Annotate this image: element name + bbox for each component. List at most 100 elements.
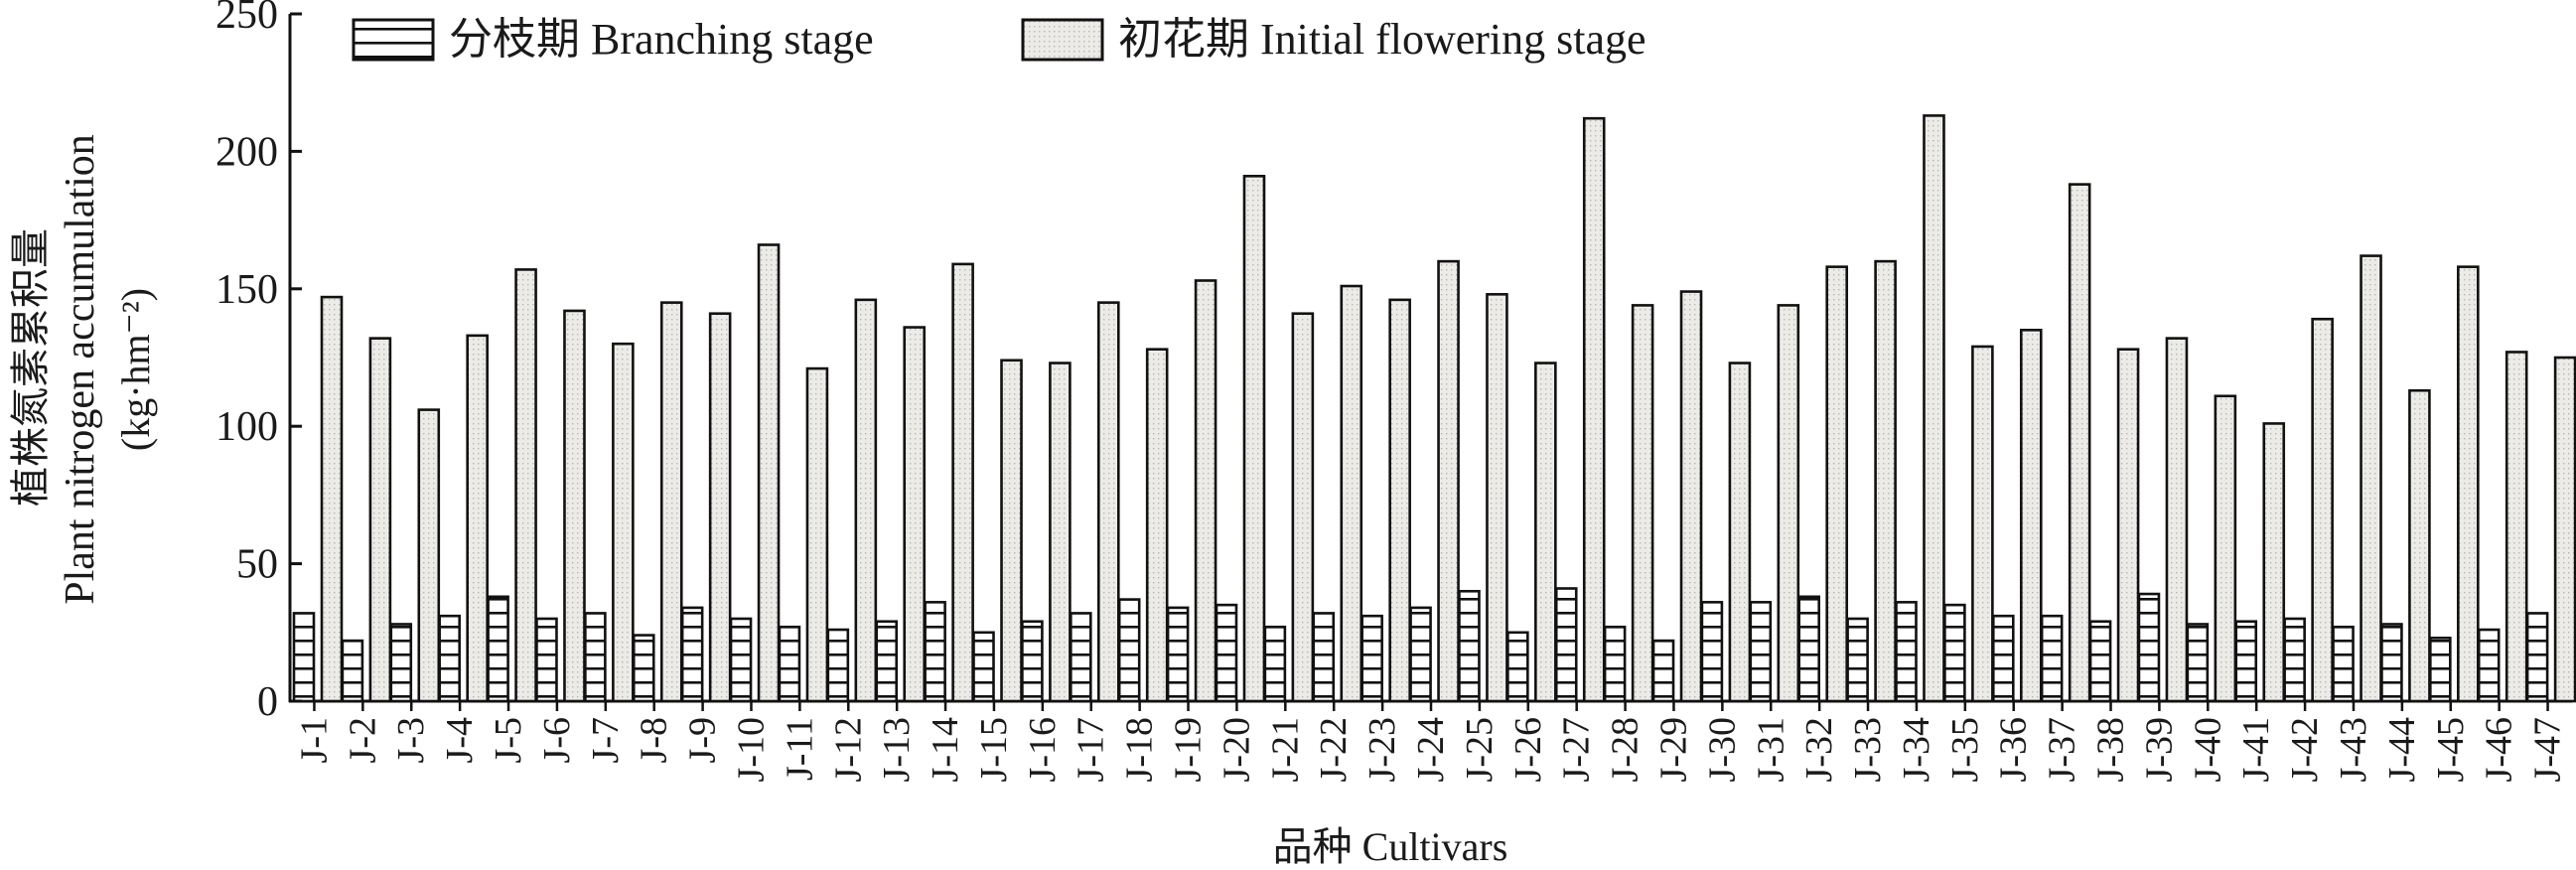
x-tick-label: J-36 [1993, 717, 2035, 782]
bar-initial-flowering-stage [2360, 254, 2382, 703]
bar-branching-stage [1943, 603, 1966, 703]
bar-branching-stage [632, 634, 655, 703]
bar-branching-stage [1409, 606, 1432, 703]
bar-branching-stage [2040, 614, 2064, 703]
bar-branching-stage [1312, 612, 1336, 703]
bar-initial-flowering-stage [417, 408, 441, 703]
bar-branching-stage [2234, 620, 2258, 703]
bar-initial-flowering-stage [1194, 279, 1217, 703]
x-tick-label: J-22 [1313, 717, 1355, 782]
bar-initial-flowering-stage [2457, 265, 2480, 703]
x-tick-label: J-11 [779, 717, 820, 781]
bar-branching-stage [2283, 617, 2306, 703]
x-tick-label: J-5 [488, 717, 529, 763]
bar-initial-flowering-stage [368, 337, 392, 703]
x-tick-label: J-46 [2479, 717, 2520, 782]
bar-initial-flowering-stage [1096, 301, 1120, 703]
x-tick-label: J-37 [2042, 717, 2083, 782]
bar-branching-stage [2477, 628, 2501, 703]
bar-initial-flowering-stage [2165, 337, 2189, 703]
x-tick-label: J-38 [2090, 717, 2132, 782]
x-axis-title: 品种 Cultivars [1273, 824, 1508, 869]
x-tick-label: J-9 [682, 717, 724, 763]
y-tick-label: 200 [215, 129, 278, 175]
legend: 分枝期 Branching stage 初花期 Initial flowering… [352, 15, 1646, 64]
x-tick-label: J-7 [585, 717, 627, 763]
x-tick-label: J-16 [1022, 717, 1064, 782]
y-axis-title-en: Plant nitrogen accumulation [58, 134, 103, 605]
x-tick-labels: J-1 J-2 J-3 J-4 J-5 J-6 J-7 J-8 J-9 J-10 J-11 J-12 J… [293, 701, 2569, 782]
bar-branching-stage [1360, 614, 1383, 703]
bar-branching-stage [875, 620, 899, 703]
x-tick-label: J-15 [973, 717, 1015, 782]
x-tick-label: J-44 [2381, 717, 2423, 782]
bar-initial-flowering-stage [903, 326, 927, 703]
x-tick-label: J-45 [2430, 717, 2472, 782]
bar-branching-stage [2137, 592, 2161, 703]
bar-branching-stage [389, 623, 413, 703]
bar-initial-flowering-stage [854, 298, 878, 703]
y-tick-label: 150 [215, 267, 278, 313]
bar-branching-stage [1215, 603, 1238, 703]
bar-branching-stage [341, 639, 364, 703]
bar-branching-stage [2429, 637, 2452, 703]
y-tick-label: 0 [257, 679, 278, 725]
bars [292, 114, 2576, 703]
bar-initial-flowering-stage [1486, 293, 1508, 703]
bar-initial-flowering-stage [563, 309, 586, 703]
bar-initial-flowering-stage [514, 268, 537, 703]
y-tick-label: 250 [215, 0, 278, 38]
bar-branching-stage [535, 617, 558, 703]
bar-branching-stage [1021, 620, 1044, 703]
bar-initial-flowering-stage [951, 262, 974, 703]
bar-branching-stage [1749, 601, 1773, 703]
bar-branching-stage [1797, 595, 1821, 703]
x-tick-label: J-4 [439, 717, 481, 763]
bar-initial-flowering-stage [2214, 394, 2237, 703]
bar-branching-stage [1603, 625, 1627, 703]
bar-initial-flowering-stage [612, 342, 635, 703]
bar-branching-stage [680, 606, 704, 703]
x-tick-label: J-35 [1944, 717, 1986, 782]
bar-initial-flowering-stage [805, 366, 829, 703]
bar-branching-stage [924, 601, 946, 703]
bar-initial-flowering-stage [2019, 329, 2043, 703]
bar-initial-flowering-stage [1534, 362, 1557, 703]
bar-branching-stage [2088, 620, 2112, 703]
bar-initial-flowering-stage [1679, 290, 1703, 703]
bar-branching-stage [1895, 601, 1918, 703]
x-tick-label: J-41 [2235, 717, 2277, 782]
x-tick-label: J-34 [1896, 717, 1937, 782]
x-tick-label: J-40 [2187, 717, 2228, 782]
x-tick-label: J-23 [1361, 717, 1403, 782]
bar-branching-stage [1991, 614, 2015, 703]
y-axis-title-cn: 植株氮素累积量 [8, 228, 54, 507]
x-tick-label: J-19 [1168, 717, 1210, 782]
x-tick-label: J-28 [1605, 717, 1646, 782]
legend-swatch-branching [352, 18, 435, 62]
x-tick-label: J-26 [1507, 717, 1549, 782]
x-tick-label: J-12 [827, 717, 869, 782]
bar-branching-stage [729, 617, 753, 703]
bar-branching-stage [2380, 623, 2403, 703]
bar-initial-flowering-stage [2262, 422, 2286, 703]
bar-branching-stage [1069, 612, 1092, 703]
bar-initial-flowering-stage [1923, 114, 1945, 703]
bar-initial-flowering-stage [466, 334, 489, 703]
bar-branching-stage [2525, 612, 2549, 703]
bar-branching-stage [292, 612, 316, 703]
bar-initial-flowering-stage [2116, 348, 2140, 703]
x-tick-label: J-43 [2333, 717, 2374, 782]
bar-initial-flowering-stage [1437, 259, 1460, 703]
x-tick-label: J-24 [1410, 717, 1452, 782]
bar-initial-flowering-stage [1825, 265, 1849, 703]
bar-initial-flowering-stage [1728, 362, 1752, 703]
x-tick-label: J-29 [1652, 717, 1694, 782]
bar-branching-stage [1166, 606, 1190, 703]
bar-branching-stage [438, 614, 461, 703]
x-tick-label: J-1 [293, 717, 335, 763]
x-tick-label: J-30 [1701, 717, 1743, 782]
y-tick-label: 50 [236, 542, 278, 588]
x-tick-label: J-13 [876, 717, 918, 782]
